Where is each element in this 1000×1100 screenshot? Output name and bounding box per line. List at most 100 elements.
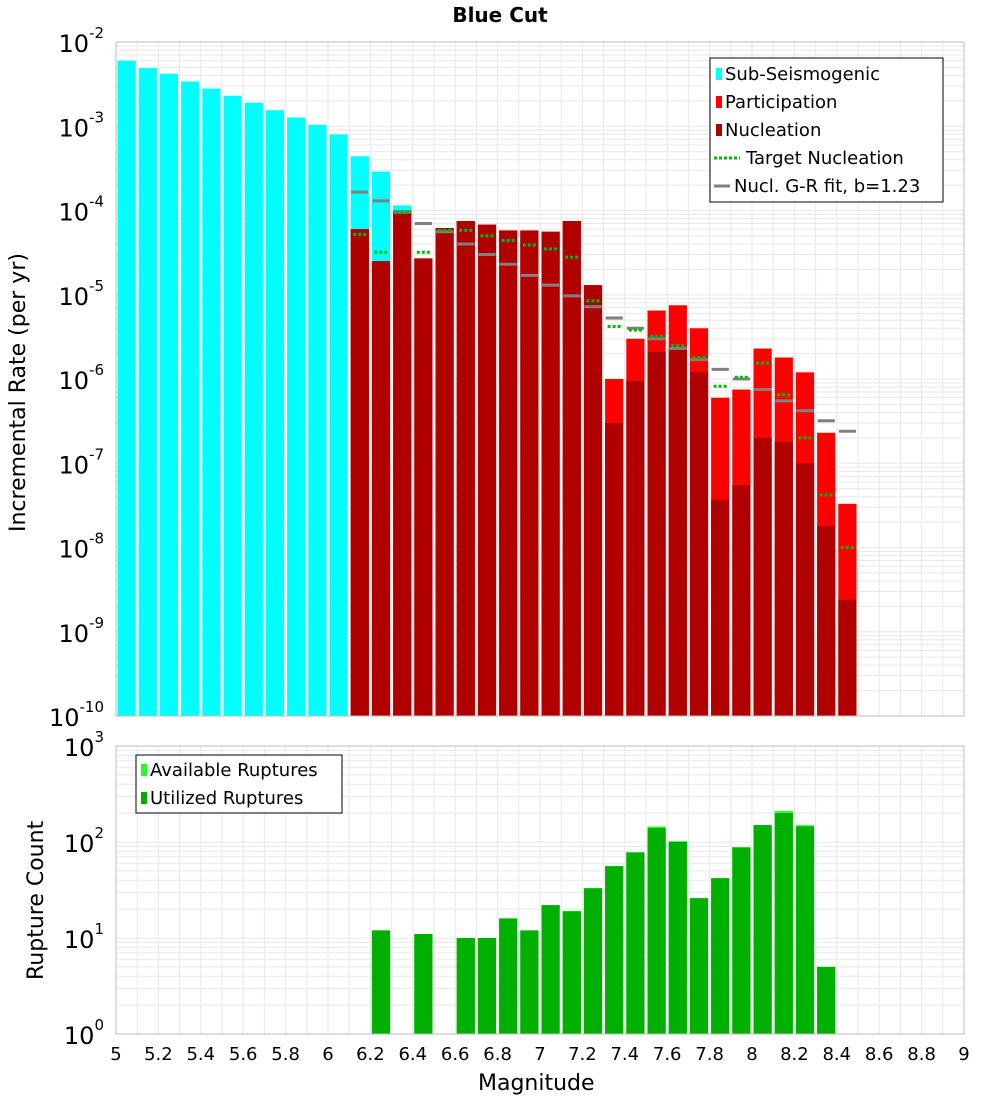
- y-tick-label: 100: [64, 1016, 104, 1050]
- bottom-plot-frame: [115, 745, 965, 1035]
- svg-text:10-2: 10-2: [58, 24, 104, 58]
- nucleation-bar: [350, 229, 369, 717]
- nucleation-bar: [414, 258, 433, 716]
- svg-text:Participation: Participation: [725, 92, 837, 113]
- svg-text:10-6: 10-6: [58, 361, 104, 395]
- x-tick-label: 5.6: [229, 1044, 258, 1065]
- nucleation-bar: [477, 224, 497, 716]
- top-panel-markers: [351, 190, 856, 549]
- utilized-ruptures-bar: [477, 938, 497, 1034]
- x-tick-label: 7: [534, 1044, 545, 1065]
- nucleation-bar: [753, 437, 772, 716]
- utilized-ruptures-bar: [456, 938, 475, 1034]
- svg-text:10-3: 10-3: [58, 108, 104, 142]
- nucleation-bar: [541, 231, 560, 717]
- sub-seismogenic-bar: [181, 81, 200, 716]
- x-tick-label: 7.8: [695, 1044, 724, 1065]
- x-tick-label: 5.2: [144, 1044, 173, 1065]
- nucleation-bar: [774, 441, 793, 716]
- sub-seismogenic-bar: [117, 60, 136, 717]
- svg-text:10-5: 10-5: [58, 277, 104, 311]
- chart-title: Blue Cut: [452, 3, 548, 27]
- x-tick-label: 8.4: [822, 1044, 851, 1065]
- x-tick-label: 6.6: [441, 1044, 470, 1065]
- y-tick-label: 103: [64, 728, 104, 762]
- sub-seismogenic-bar: [138, 68, 157, 717]
- bottom-y-ticks: 100 101 102 103: [64, 728, 104, 1050]
- x-tick-label: 5: [110, 1044, 121, 1065]
- svg-text:Nucl. G-R fit, b=1.23: Nucl. G-R fit, b=1.23: [734, 176, 920, 197]
- sub-seismogenic-bar: [159, 73, 179, 716]
- nucleation-bar: [456, 221, 475, 716]
- x-tick-label: 8: [746, 1044, 757, 1065]
- utilized-ruptures-bar: [647, 827, 666, 1034]
- svg-text:10-4: 10-4: [58, 193, 104, 227]
- utilized-ruptures-bar: [817, 966, 836, 1034]
- nucleation-bar: [520, 230, 539, 716]
- top-y-ticks: 10-10 10-9 10-8 10-7 10-6 10-5 10-4 10-3 10-2: [49, 24, 104, 732]
- sub-seismogenic-bar: [287, 117, 306, 717]
- legend-entry: Participation: [716, 92, 837, 113]
- x-tick-label: 8.6: [865, 1044, 894, 1065]
- legend-entry: Nucl. G-R fit, b=1.23: [714, 176, 920, 197]
- x-tick-label: 5.8: [271, 1044, 300, 1065]
- top-legend: Sub-Seismogenic Participation Nucleation Ta…: [709, 57, 944, 203]
- y-tick-label: 10-9: [58, 614, 104, 648]
- utilized-ruptures-bar: [711, 878, 730, 1034]
- y-tick-label: 10-2: [58, 24, 104, 58]
- svg-text:103: 103: [64, 728, 104, 762]
- x-tick-label: 7.6: [653, 1044, 682, 1065]
- sub-seismogenic-bar: [265, 110, 285, 717]
- y-tick-label: 10-8: [58, 530, 104, 564]
- top-plot-frame: [115, 41, 965, 717]
- x-ticks: 5 5.2 5.4 5.6 5.8 6 6.2 6.4 6.6 6.8 7 7.2 7.4 7.6 7.8 8…: [110, 1044, 969, 1065]
- nucleation-bar: [795, 463, 815, 716]
- x-tick-label: 7.4: [610, 1044, 639, 1065]
- y-tick-label: 10-10: [49, 698, 104, 732]
- nucleation-bar: [838, 599, 857, 716]
- utilized-ruptures-bar: [774, 813, 793, 1034]
- top-y-axis-label: Incremental Rate (per yr): [6, 253, 31, 532]
- utilized-ruptures-bar: [520, 930, 539, 1034]
- x-tick-label: 6.2: [356, 1044, 385, 1065]
- y-tick-label: 102: [64, 824, 104, 858]
- x-tick-label: 5.4: [186, 1044, 215, 1065]
- utilized-ruptures-bar: [414, 934, 433, 1034]
- utilized-ruptures-bar: [541, 905, 560, 1034]
- svg-text:Nucleation: Nucleation: [725, 120, 821, 141]
- y-tick-label: 10-4: [58, 193, 104, 227]
- svg-text:Sub-Seismogenic: Sub-Seismogenic: [725, 64, 880, 85]
- sub-seismogenic-bar: [244, 102, 263, 716]
- svg-text:10-9: 10-9: [58, 614, 104, 648]
- utilized-ruptures-bar: [732, 847, 751, 1034]
- legend-entry: Nucleation: [716, 120, 821, 141]
- sub-seismogenic-bar: [329, 134, 348, 716]
- x-tick-label: 8.2: [780, 1044, 809, 1065]
- legend-entry: Available Ruptures: [141, 760, 318, 781]
- nucleation-bar: [605, 423, 624, 716]
- legend-entry: Sub-Seismogenic: [716, 64, 880, 85]
- svg-text:Utilized Ruptures: Utilized Ruptures: [150, 788, 303, 809]
- nucleation-bar: [393, 210, 412, 716]
- sub-seismogenic-bar: [308, 124, 327, 716]
- y-tick-label: 10-5: [58, 277, 104, 311]
- y-tick-label: 10-7: [58, 445, 104, 479]
- nucleation-bar: [647, 351, 666, 716]
- svg-text:100: 100: [64, 1016, 104, 1050]
- x-tick-label: 6.4: [398, 1044, 427, 1065]
- nucleation-bar: [583, 285, 603, 716]
- svg-text:Target Nucleation: Target Nucleation: [745, 148, 904, 169]
- x-tick-label: 6: [322, 1044, 333, 1065]
- nucleation-bar: [499, 230, 518, 716]
- nucleation-bar: [435, 227, 454, 716]
- nucleation-bar: [732, 485, 751, 716]
- bottom-panel-bars: [371, 811, 836, 1034]
- nucleation-bar: [371, 261, 391, 716]
- svg-text:10-10: 10-10: [49, 698, 104, 732]
- nucleation-bar: [711, 499, 730, 716]
- y-tick-label: 10-6: [58, 361, 104, 395]
- svg-text:101: 101: [64, 920, 104, 954]
- sub-seismogenic-bar: [202, 88, 221, 717]
